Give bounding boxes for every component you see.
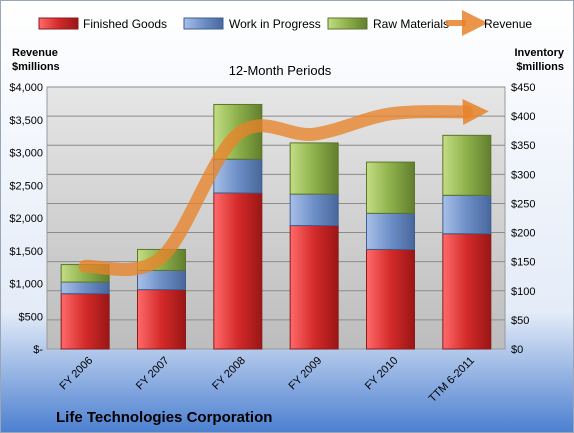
revenue-line: [78, 98, 489, 277]
legend-label-revenue: Revenue: [484, 17, 532, 31]
left-tick-label: $3,000: [9, 148, 43, 160]
left-tick-label: $500: [19, 311, 43, 323]
bar-finished-goods-fy-2007: [137, 289, 186, 350]
left-tick-label: $1,000: [9, 279, 43, 291]
right-axis-ticks: $0 $50 $100 $150 $200 $250 $300 $350 $400 $450: [511, 82, 535, 356]
chart-subtitle: 12-Month Periods: [229, 63, 332, 78]
bar-finished-goods-fy-2006: [60, 293, 110, 350]
legend-swatch-work-in-progress: [183, 17, 224, 30]
right-tick-label: $0: [511, 344, 523, 356]
left-tick-label: $3,500: [9, 115, 43, 127]
left-axis-ticks: $- $500 $1,000 $1,500 $2,000 $2,500 $3,000 $3,5…: [9, 82, 43, 356]
bar-work-in-progress-fy-2010: [366, 212, 415, 250]
legend-label-finished-goods: Finished Goods: [83, 17, 167, 31]
legend-swatch-raw-materials: [327, 17, 368, 30]
right-tick-label: $200: [511, 228, 535, 240]
bar-finished-goods-fy-2010: [366, 248, 415, 350]
bar-raw-materials-fy-2010: [366, 161, 415, 214]
bar-work-in-progress-ttm-6-2011: [442, 194, 492, 235]
revenue-line-layer: [78, 98, 489, 277]
legend-swatch-finished-goods: [38, 17, 79, 30]
bar-raw-materials-ttm-6-2011: [442, 134, 492, 196]
company-name: Life Technologies Corporation: [56, 409, 272, 426]
legend-label-raw-materials: Raw Materials: [373, 17, 449, 31]
left-tick-label: $2,000: [9, 213, 43, 225]
right-tick-label: $250: [511, 198, 535, 210]
bar-raw-materials-fy-2009: [289, 142, 339, 195]
bars: [60, 103, 492, 350]
bar-work-in-progress-fy-2009: [289, 193, 339, 227]
bar-finished-goods-fy-2008: [213, 192, 263, 350]
right-tick-label: $300: [511, 169, 535, 181]
right-tick-label: $450: [511, 82, 535, 94]
right-tick-label: $400: [511, 111, 535, 123]
bar-finished-goods-ttm-6-2011: [442, 233, 492, 350]
legend: Finished Goods Work in Progress Raw Mate…: [38, 10, 532, 36]
bar-work-in-progress-fy-2006: [60, 281, 110, 295]
right-axis-title-line1: Inventory: [514, 47, 564, 59]
left-tick-label: $4,000: [9, 82, 43, 94]
legend-label-work-in-progress: Work in Progress: [229, 17, 321, 31]
left-axis-title-line1: Revenue: [12, 47, 58, 59]
left-tick-label: $2,500: [9, 180, 43, 192]
right-tick-label: $100: [511, 286, 535, 298]
right-tick-label: $150: [511, 257, 535, 269]
left-tick-label: $-: [33, 344, 43, 356]
bar-finished-goods-fy-2009: [289, 225, 339, 350]
left-tick-label: $1,500: [9, 246, 43, 258]
right-tick-label: $50: [511, 315, 529, 327]
left-axis-title-line2: $millions: [12, 61, 60, 73]
right-axis-title-line2: $millions: [516, 61, 564, 73]
right-tick-label: $350: [511, 140, 535, 152]
